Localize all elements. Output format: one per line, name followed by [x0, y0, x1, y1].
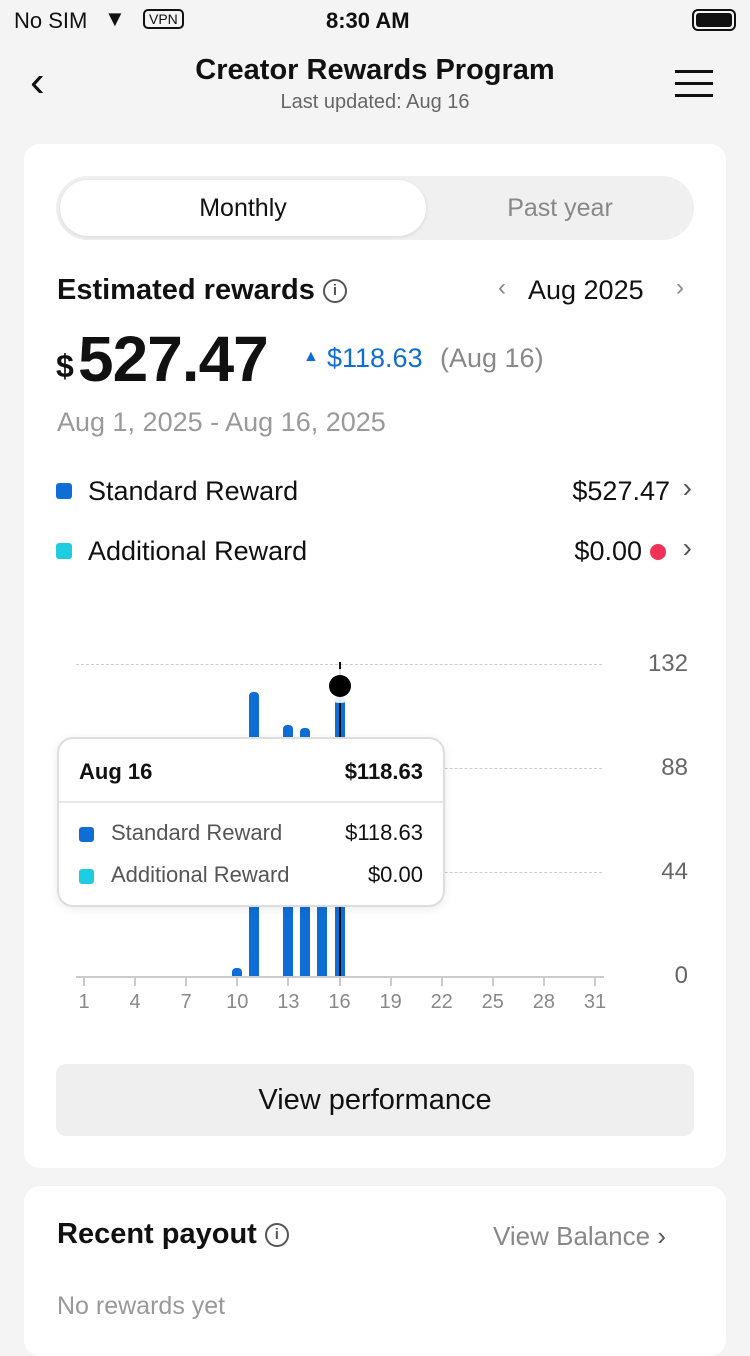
payout-card [24, 1186, 726, 1356]
tooltip-standard-value: $118.63 [345, 820, 423, 845]
tooltip-additional-label: Additional Reward [111, 862, 290, 887]
tooltip-divider [59, 801, 443, 803]
status-bar: No SIM ▼ VPN 8:30 AM [0, 0, 750, 40]
tab-monthly[interactable]: Monthly [60, 180, 426, 236]
daily-change: $118.63 [327, 343, 423, 373]
carrier: No SIM [14, 8, 88, 33]
page-title: Creator Rewards Program [195, 54, 555, 86]
standard-reward-label: Standard Reward [88, 476, 299, 506]
payout-empty-text: No rewards yet [57, 1292, 226, 1320]
month-label: Aug 2025 [528, 275, 644, 305]
period-toggle: Monthly Past year [56, 176, 694, 240]
menu-icon[interactable] [675, 70, 713, 97]
tooltip-additional-value: $0.00 [367, 862, 423, 887]
change-date: (Aug 16) [440, 343, 544, 373]
rewards-title: Estimated rewards [57, 274, 315, 306]
back-icon[interactable]: ‹ [30, 57, 45, 106]
view-balance-link[interactable]: View Balance › [493, 1221, 666, 1252]
alert-dot-icon [650, 544, 666, 560]
last-updated: Last updated: Aug 16 [280, 91, 470, 113]
next-month-icon[interactable]: › [676, 274, 684, 301]
additional-reward-value: $0.00 [574, 536, 642, 566]
view-performance-button[interactable]: View performance [56, 1064, 694, 1136]
tooltip-date: Aug 16 [79, 759, 153, 784]
battery-icon [692, 9, 736, 31]
chevron-right-icon: › [682, 472, 692, 503]
total-amount: 527.47 [78, 323, 269, 395]
currency-symbol: $ [56, 348, 74, 384]
vpn-badge: VPN [143, 9, 184, 29]
standard-legend-swatch [56, 483, 72, 499]
payout-heading: Recent payout i [57, 1218, 289, 1251]
rewards-heading: Estimated rewards i [57, 274, 347, 307]
tab-past-year[interactable]: Past year [507, 193, 613, 222]
rewards-card [24, 144, 726, 1168]
additional-reward-row[interactable]: Additional Reward $0.00 › [56, 532, 696, 570]
additional-reward-label: Additional Reward [88, 536, 308, 566]
clock: 8:30 AM [326, 8, 410, 33]
additional-legend-swatch [56, 543, 72, 559]
tooltip-total: $118.63 [344, 759, 423, 784]
prev-month-icon[interactable]: ‹ [498, 274, 506, 301]
up-arrow-icon: ▲ [303, 348, 319, 365]
standard-reward-value: $527.47 [572, 476, 670, 506]
payout-title: Recent payout [57, 1218, 257, 1250]
date-range: Aug 1, 2025 - Aug 16, 2025 [57, 407, 386, 437]
info-icon[interactable]: i [264, 1223, 289, 1248]
chart-tooltip: Aug 16 $118.63 Standard Reward $118.63 A… [57, 737, 445, 907]
info-icon[interactable]: i [322, 279, 347, 304]
tooltip-additional-swatch [79, 869, 94, 884]
standard-reward-row[interactable]: Standard Reward $527.47 › [56, 472, 696, 510]
wifi-icon: ▼ [104, 6, 126, 31]
tooltip-standard-label: Standard Reward [111, 820, 283, 845]
view-balance-label: View Balance [493, 1221, 651, 1251]
chevron-right-icon: › [682, 532, 692, 563]
chevron-right-icon: › [657, 1221, 666, 1251]
tooltip-standard-swatch [79, 827, 94, 842]
